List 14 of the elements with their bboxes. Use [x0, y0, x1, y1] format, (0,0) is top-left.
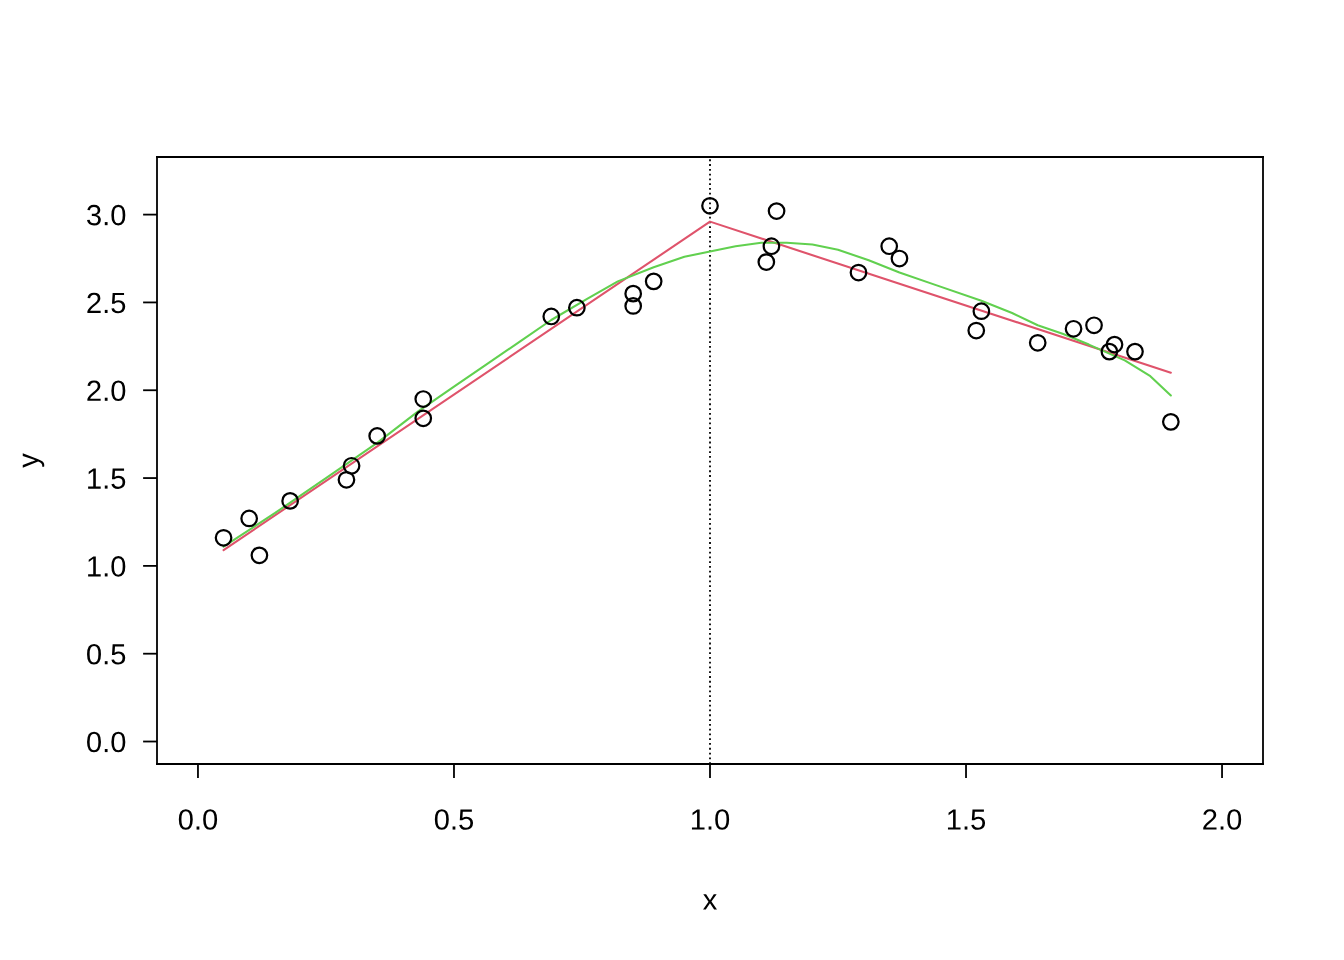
y-tick-label: 2.5 [87, 292, 126, 314]
x-tick-label: 1.0 [691, 809, 730, 830]
y-tick-label: 3.0 [87, 204, 126, 226]
y-axis-title: y [22, 453, 45, 468]
y-tick-label: 2.0 [87, 380, 126, 402]
y-tick-label: 0.0 [87, 731, 126, 753]
y-tick-label: 1.5 [88, 468, 126, 489]
y-tick-label: 0.5 [87, 643, 126, 665]
x-tick-label: 2.0 [1203, 809, 1242, 830]
x-axis-title: x [703, 894, 717, 910]
x-tick-label: 1.5 [947, 809, 986, 830]
y-tick-label: 1.0 [88, 556, 126, 577]
x-tick-label: 0.5 [434, 809, 474, 830]
x-tick-label: 0.0 [178, 809, 218, 830]
